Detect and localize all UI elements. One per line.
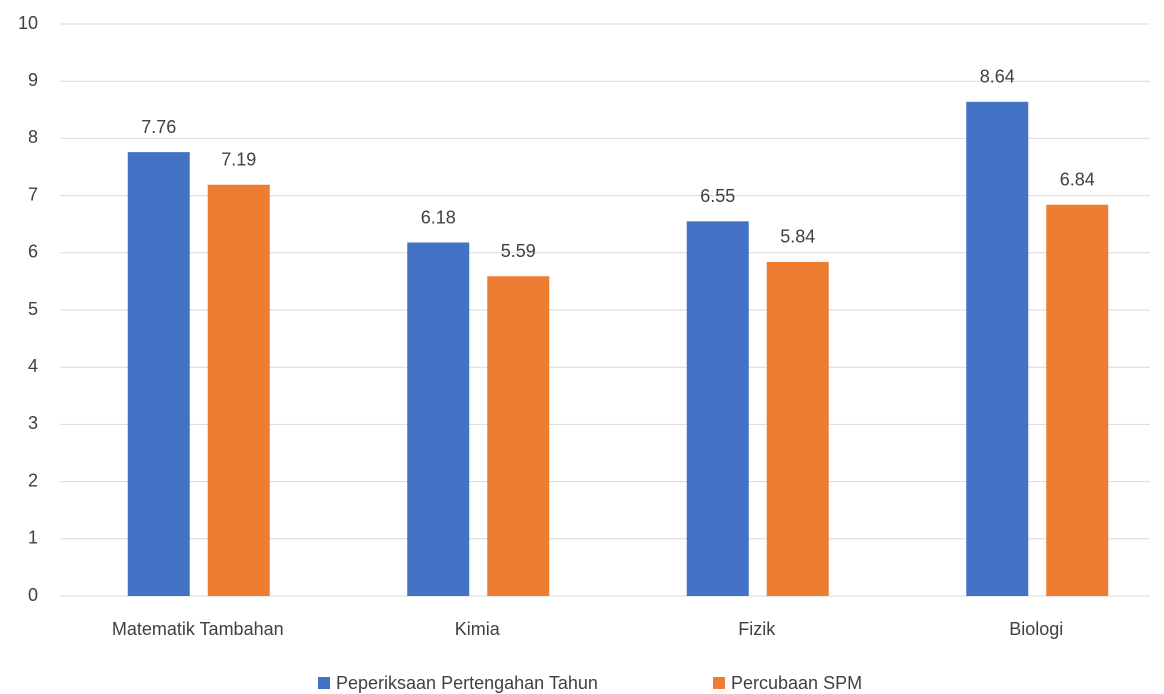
y-tick-label: 0 bbox=[28, 585, 38, 605]
bar bbox=[766, 261, 829, 596]
data-label: 7.19 bbox=[221, 149, 256, 169]
legend-swatch bbox=[318, 677, 330, 689]
y-tick-label: 6 bbox=[28, 242, 38, 262]
data-label: 5.59 bbox=[501, 241, 536, 261]
x-tick-label: Biologi bbox=[1009, 619, 1063, 639]
y-tick-label: 4 bbox=[28, 356, 38, 376]
y-tick-label: 5 bbox=[28, 299, 38, 319]
x-tick-label: Kimia bbox=[455, 619, 501, 639]
data-label: 6.84 bbox=[1060, 170, 1095, 190]
legend-swatch bbox=[713, 677, 725, 689]
bar bbox=[207, 184, 270, 596]
y-tick-label: 10 bbox=[18, 13, 38, 33]
bar bbox=[127, 152, 190, 597]
bar bbox=[686, 221, 749, 596]
data-label: 8.64 bbox=[980, 67, 1015, 87]
y-tick-label: 2 bbox=[28, 470, 38, 490]
y-tick-label: 3 bbox=[28, 413, 38, 433]
y-tick-label: 7 bbox=[28, 184, 38, 204]
data-label: 6.18 bbox=[421, 207, 456, 227]
bar bbox=[966, 101, 1029, 597]
data-label: 7.76 bbox=[141, 117, 176, 137]
bar bbox=[487, 276, 550, 596]
data-label: 6.55 bbox=[700, 186, 735, 206]
x-tick-label: Matematik Tambahan bbox=[112, 619, 284, 639]
bar bbox=[1046, 204, 1109, 596]
legend-label: Percubaan SPM bbox=[731, 673, 862, 693]
legend-label: Peperiksaan Pertengahan Tahun bbox=[336, 673, 598, 693]
y-tick-label: 1 bbox=[28, 528, 38, 548]
data-label: 5.84 bbox=[780, 227, 815, 247]
y-tick-label: 8 bbox=[28, 127, 38, 147]
x-tick-label: Fizik bbox=[738, 619, 776, 639]
y-tick-label: 9 bbox=[28, 70, 38, 90]
bar bbox=[407, 242, 470, 596]
